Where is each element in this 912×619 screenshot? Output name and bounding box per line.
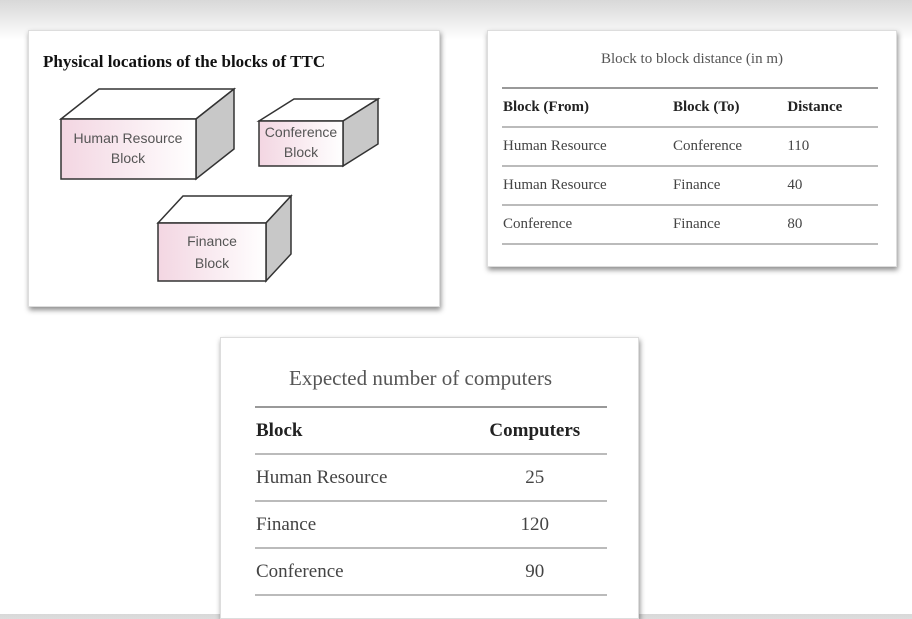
header-cell: Block (From) (503, 99, 589, 115)
header-row: Block Computers (255, 407, 607, 454)
table-cell: 90 (525, 560, 545, 582)
header-cell: Block (To) (672, 99, 740, 115)
finance-box (156, 194, 293, 283)
table-cell: Conference (503, 216, 573, 232)
table-cell: 110 (787, 138, 810, 154)
diagram: Physical locations of the blocks of TTC … (43, 52, 381, 283)
conference-box (256, 97, 381, 168)
table-row: Conference Finance 80 (502, 205, 878, 244)
computers-card: Expected number of computers Block Comput… (220, 337, 639, 619)
block-label: Human Resource (74, 130, 183, 146)
block-label: Conference (265, 124, 338, 140)
block-label: Block (111, 150, 146, 166)
header-row: Block (From) Block (To) Distance (502, 88, 878, 127)
hr-box (58, 87, 237, 181)
table-cell: Human Resource (503, 138, 607, 154)
block-label: Block (284, 144, 319, 160)
table-cell: Conference (672, 138, 743, 154)
block-label: Finance (187, 233, 237, 249)
block-label: Block (195, 255, 230, 271)
table-cell: 25 (525, 466, 545, 488)
table-cell: Human Resource (503, 177, 607, 193)
table-row: Human Resource Conference 110 (502, 127, 878, 166)
table-row: Conference 90 (255, 548, 607, 595)
header-cell: Block (256, 419, 303, 441)
header-cell: Computers (489, 419, 581, 441)
diagram-card: Physical locations of the blocks of TTC … (28, 30, 440, 307)
table-cell: Finance (256, 513, 317, 535)
distance-card: Block to block distance (in m) Block (Fr… (487, 30, 897, 267)
table-row: Finance 120 (255, 501, 607, 548)
table-row: Human Resource 25 (255, 454, 607, 501)
table-title: Block to block distance (in m) (600, 51, 784, 67)
distance-table: Block (From) Block (To) Distance Human Reso… (502, 87, 878, 245)
table-cell: 120 (520, 513, 550, 535)
table-cell: Conference (256, 560, 344, 582)
table-cell: Finance (672, 216, 721, 232)
table-cell: 80 (787, 216, 803, 232)
header-cell: Distance (787, 99, 843, 115)
diagram-title: Physical locations of the blocks of TTC (43, 52, 325, 71)
computers-table: Block Computers Human Resource 25 Finance 120… (255, 406, 607, 596)
table-cell: Human Resource (256, 466, 388, 488)
table-cell: Finance (672, 177, 721, 193)
table-row: Human Resource Finance 40 (502, 166, 878, 205)
table-cell: 40 (787, 177, 803, 193)
table-title: Expected number of computers (289, 366, 552, 390)
